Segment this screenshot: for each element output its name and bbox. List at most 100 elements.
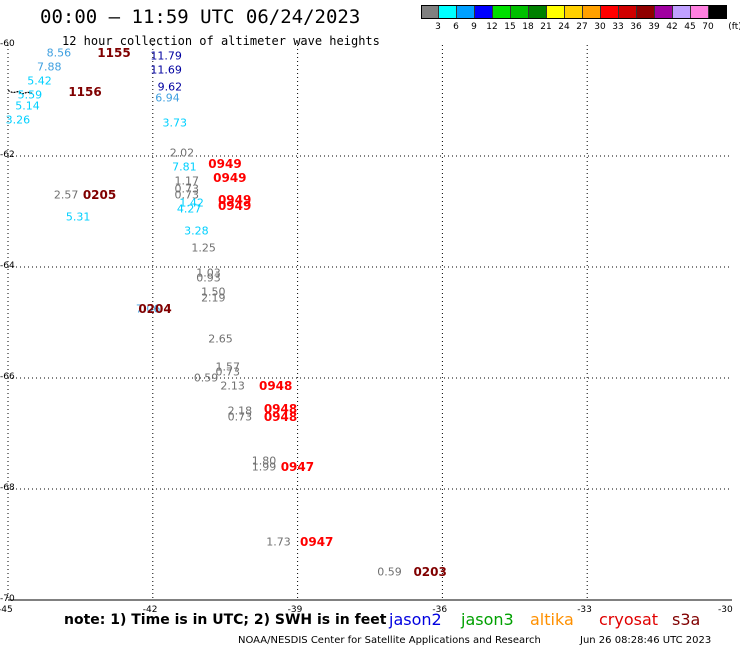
swh-value-label: 0.73: [215, 365, 241, 379]
latitude-tick-label: -66: [0, 372, 15, 382]
map-title: 00:00 – 11:59 UTC 06/24/2023: [40, 6, 361, 28]
observation-time-label: 0204: [138, 301, 172, 316]
swh-value-label: 9.62: [157, 80, 183, 94]
swh-value-label: 0.93: [196, 271, 221, 285]
colorbar-label: 3: [435, 22, 441, 32]
observation-time-label: 0949: [217, 193, 252, 208]
satellite-legend-jason3: jason3: [461, 610, 514, 629]
observation-time-label: 0948: [263, 401, 298, 416]
latitude-tick-label: -68: [0, 483, 15, 493]
colorbar-swatch: [583, 5, 601, 19]
generated-timestamp: Jun 26 08:28:46 UTC 2023: [580, 635, 712, 646]
colorbar-label: 45: [684, 22, 696, 32]
colorbar-swatch: [475, 5, 493, 19]
longitude-tick-label: -36: [432, 605, 448, 615]
colorbar-label: 6: [453, 22, 459, 32]
swh-value-label: 1.17: [174, 174, 200, 188]
colorbar-label: 70: [702, 22, 714, 32]
swh-value-label: 2.57: [53, 188, 79, 202]
colorbar-swatch: [673, 5, 691, 19]
longitude-tick-label: -42: [142, 605, 158, 615]
observation-time-label: 0948: [258, 379, 293, 394]
swh-value-label: 1.03: [196, 266, 221, 280]
colorbar-swatch: [439, 5, 457, 19]
swh-value-label: 5.59: [17, 88, 43, 102]
swh-value-label: 6.94: [155, 91, 180, 105]
swh-value-label: 5.42: [27, 74, 52, 88]
colorbar-label: 15: [504, 22, 516, 32]
observation-time-label: 1156: [68, 85, 102, 100]
latitude-tick-label: -64: [0, 261, 15, 271]
colorbar-swatch: [457, 5, 475, 19]
colorbar-label: (ft): [728, 22, 740, 32]
swh-value-label: 3.26: [5, 113, 31, 127]
colorbar-swatch: [565, 5, 583, 19]
colorbar-swatch: [511, 5, 529, 19]
swh-value-label: 0.73: [174, 188, 200, 202]
satellite-legend-altika: altika: [530, 610, 574, 629]
swh-value-label: 0.59: [377, 565, 402, 579]
swh-value-label: 8.56: [46, 46, 72, 60]
credit-line: NOAA/NESDIS Center for Satellite Applica…: [238, 635, 541, 646]
colorbar-label: 9: [471, 22, 477, 32]
colorbar-label: 30: [594, 22, 606, 32]
colorbar-label: 21: [540, 22, 552, 32]
swh-value-label: 3.73: [162, 116, 187, 130]
colorbar-swatch: [637, 5, 655, 19]
satellite-legend-s3a: s3a: [672, 610, 701, 629]
observation-time-label: 1155: [97, 46, 131, 61]
longitude-tick-label: -33: [577, 605, 592, 615]
swh-value-label: 2.65: [208, 332, 233, 346]
colorbar-swatch: [601, 5, 619, 19]
swh-value-label: 5.14: [15, 99, 40, 113]
colorbar-swatch: [619, 5, 637, 19]
swh-value-label: 0.73: [227, 410, 253, 424]
longitude-tick-label: -39: [287, 605, 303, 615]
observation-time-label: 0947: [280, 459, 315, 474]
observation-time-label: 0949: [213, 171, 247, 186]
swh-value-label: 1.50: [201, 285, 226, 299]
swh-value-label: 7.06: [135, 302, 161, 316]
satellite-legend-jason2: jason2: [389, 610, 442, 629]
latitude-tick-label: -60: [0, 39, 15, 49]
swh-value-label: 1.57: [215, 360, 241, 374]
colorbar-label: 27: [576, 22, 588, 32]
observation-time-label: 0203: [413, 565, 447, 580]
swh-value-label: 1.25: [191, 241, 216, 255]
longitude-tick-label: -45: [0, 605, 13, 615]
swh-value-label: 1.73: [266, 535, 291, 549]
swh-value-label: 11.69: [150, 63, 182, 77]
swh-value-label: 1.42: [179, 196, 204, 210]
colorbar-swatch: [691, 5, 709, 19]
colorbar-label: 42: [666, 22, 678, 32]
swh-value-label: 11.79: [150, 49, 182, 63]
latitude-tick-label: -70: [0, 594, 15, 604]
colorbar-label: 33: [612, 22, 624, 32]
coastline: [7, 89, 33, 95]
observation-time-label: 0205: [82, 187, 117, 202]
latitude-tick-label: -62: [0, 150, 15, 160]
colorbar-swatch: [547, 5, 565, 19]
colorbar-label: 36: [630, 22, 642, 32]
swh-value-label: 7.88: [36, 60, 62, 74]
colorbar-label: 24: [558, 22, 570, 32]
swh-value-label: 2.13: [220, 379, 245, 393]
observation-time-label: 0948: [263, 409, 298, 424]
swh-value-label: 2.19: [201, 291, 226, 305]
swh-value-label: 2.02: [169, 146, 195, 160]
swh-value-label: 1.99: [251, 460, 277, 474]
swh-value-label: 0.73: [174, 182, 200, 196]
swh-value-label: 5.31: [65, 210, 91, 224]
swh-value-label: 3.28: [184, 224, 209, 238]
colorbar-swatch: [493, 5, 511, 19]
colorbar-swatch: [421, 5, 439, 19]
observation-time-label: 0947: [300, 534, 334, 549]
longitude-tick-label: -30: [718, 605, 733, 615]
observation-time-label: 0949: [208, 157, 242, 172]
swh-value-label: 2.18: [227, 404, 253, 418]
swh-value-label: 4.27: [176, 202, 202, 216]
colorbar-label: 12: [486, 22, 498, 32]
colorbar-label: 18: [522, 22, 534, 32]
map-subtitle: 12 hour collection of altimeter wave hei…: [62, 34, 380, 48]
